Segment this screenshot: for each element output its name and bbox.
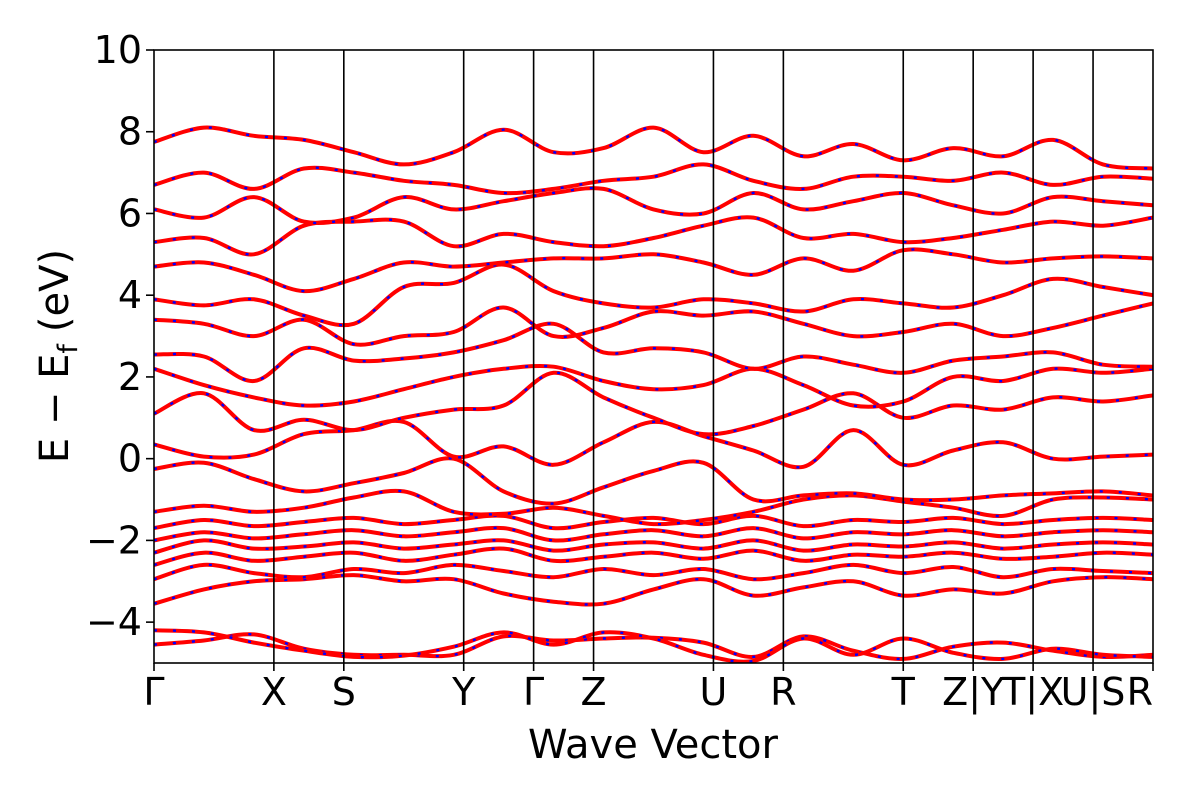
- band-19-line: [154, 186, 1153, 225]
- plot-frame: [153, 49, 1154, 664]
- x-tick-label: U: [700, 670, 728, 714]
- band-4-line: [154, 562, 1153, 582]
- band-8-line: [154, 513, 1153, 531]
- band-10-dashed-overlay: [154, 457, 1153, 505]
- band-12-dashed-overlay: [154, 371, 1153, 436]
- y-axis-title: E − Ef (eV): [32, 249, 84, 463]
- x-tick-label: Γ: [523, 670, 544, 714]
- band-3-line: [154, 573, 1153, 607]
- x-tick-label: Γ: [143, 670, 164, 714]
- y-tick-label: −2: [86, 518, 142, 562]
- x-axis-title: Wave Vector: [528, 722, 779, 768]
- y-axis-title-unit: (eV): [32, 249, 78, 332]
- band-11-dashed-overlay: [154, 419, 1153, 469]
- x-tick-label: Z: [581, 670, 607, 714]
- x-tick-label: R: [1127, 670, 1153, 714]
- y-axis-title-main: E − E: [32, 354, 78, 464]
- y-axis-title-subscript: f: [53, 343, 84, 354]
- x-axis-ticks: Γ X S Y Γ Z U R T Z|YT|XU|S R: [143, 663, 1154, 715]
- band-17-dashed-overlay: [154, 248, 1153, 293]
- band-21-line: [154, 125, 1153, 171]
- band-7-line: [154, 525, 1153, 543]
- y-tick-label: −4: [86, 600, 142, 644]
- y-axis-ticks: −4 −2 0 2 4 6 8 10: [86, 28, 154, 644]
- y-tick-label: 10: [94, 28, 142, 72]
- x-tick-label: Y: [451, 670, 476, 714]
- band-13-line: [154, 363, 1153, 409]
- x-tick-label: T|X: [1001, 670, 1064, 715]
- x-tick-label: T: [891, 670, 916, 714]
- band-14-dashed-overlay: [154, 322, 1153, 383]
- kpath-boundary-lines: [273, 50, 1094, 663]
- y-tick-label: 8: [118, 110, 142, 154]
- y-tick-label: 4: [118, 273, 142, 317]
- band-6-line: [154, 538, 1153, 555]
- band-5-line: [154, 546, 1153, 567]
- y-tick-label: 2: [118, 355, 142, 399]
- band-9-line: [154, 488, 1153, 527]
- x-tick-label: U|S: [1061, 670, 1126, 715]
- x-tick-label: R: [770, 670, 796, 714]
- x-tick-label: Z|Y: [942, 670, 1005, 715]
- band-20-dashed-overlay: [154, 163, 1153, 195]
- y-tick-label: 0: [118, 437, 142, 481]
- x-tick-label: X: [261, 670, 287, 714]
- x-tick-label: S: [332, 670, 356, 714]
- band-lines: [154, 125, 1153, 663]
- band-2-line: [154, 628, 1153, 663]
- band-16-line: [154, 262, 1153, 328]
- band-15-line: [154, 301, 1153, 347]
- y-tick-label: 6: [118, 191, 142, 235]
